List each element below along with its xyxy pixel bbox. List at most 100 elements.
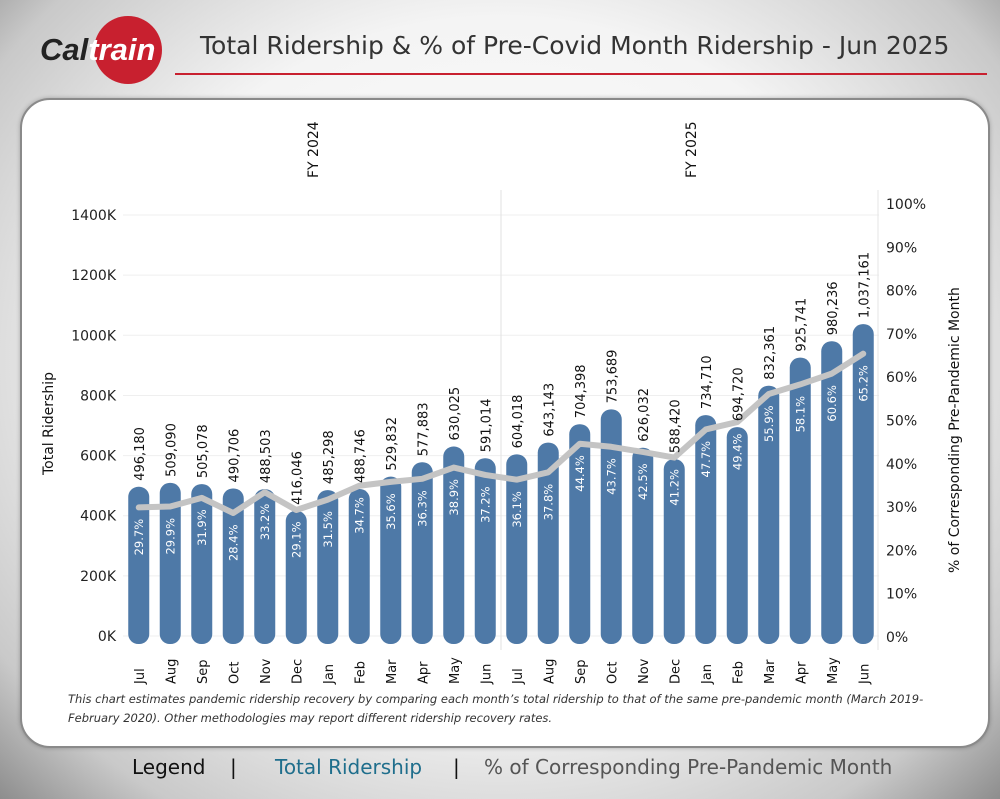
y2-tick-label: 90% (886, 240, 917, 256)
bar-value-label: 704,398 (574, 364, 589, 418)
gridlines (123, 190, 879, 650)
pct-point (766, 391, 771, 396)
pct-value-label: 47.7% (699, 441, 713, 478)
pct-point (798, 382, 803, 387)
legend-separator: | (230, 755, 237, 779)
x-tick-label: Oct (605, 662, 620, 684)
bar-value-label: 630,025 (448, 387, 463, 441)
bar (159, 482, 181, 644)
bar (632, 447, 654, 644)
y-tick-label: 1400K (71, 208, 117, 224)
bar (506, 454, 528, 644)
bar (726, 427, 748, 644)
pct-point (357, 483, 362, 488)
y-tick-label: 200K (80, 569, 117, 585)
y-tick-label: 0K (98, 629, 117, 645)
x-tick-label: Nov (259, 658, 274, 684)
x-tick-label: Jun (857, 664, 872, 685)
legend-item-total-ridership: Total Ridership (275, 755, 423, 779)
bar-value-label: 925,741 (794, 298, 809, 352)
y2-tick-label: 100% (886, 197, 926, 213)
y2-tick-label: 10% (886, 587, 917, 603)
data-labels: 496,180 509,090 505,078 490,706 488,503 416,0… (132, 252, 873, 561)
pct-point (735, 420, 740, 425)
pct-point (546, 470, 551, 475)
bar-value-label: 488,503 (259, 429, 274, 483)
bar-value-label: 753,689 (605, 350, 620, 404)
pct-point (325, 497, 330, 502)
bar (695, 415, 717, 644)
x-tick-label: May (826, 657, 841, 684)
bar-value-label: 416,046 (290, 451, 305, 505)
y2-tick-label: 0% (886, 630, 908, 646)
pct-point (861, 351, 866, 356)
pct-point (672, 455, 677, 460)
bar-value-label: 980,236 (826, 281, 841, 335)
bar-value-label: 588,420 (668, 399, 683, 453)
x-tick-label: Apr (794, 661, 809, 684)
bar-value-label: 1,037,161 (857, 252, 872, 318)
pct-value-label: 34.7% (352, 497, 366, 534)
pct-value-label: 43.7% (604, 458, 618, 495)
pct-value-label: 29.7% (132, 519, 146, 556)
pct-point (451, 465, 456, 470)
pct-value-label: 33.2% (258, 504, 272, 541)
pct-value-label: 42.5% (636, 463, 650, 500)
pct-value-label: 55.9% (762, 405, 776, 442)
x-tick-label: Aug (164, 659, 179, 684)
bar (317, 490, 339, 644)
logo-disc (94, 16, 162, 84)
bar (254, 489, 276, 644)
pct-point (514, 477, 519, 482)
pct-point (829, 371, 834, 376)
legend: Legend | Total Ridership | % of Correspo… (0, 755, 1000, 785)
pct-value-label: 60.6% (825, 385, 839, 422)
pct-value-label: 41.2% (667, 469, 681, 506)
bar (285, 510, 307, 644)
x-tick-label: Sep (574, 659, 589, 684)
x-tick-label: Oct (227, 662, 242, 684)
bar-value-label: 643,143 (542, 383, 557, 437)
pct-line (135, 350, 867, 517)
pct-point (136, 505, 141, 510)
bar (380, 476, 402, 644)
bar (821, 341, 843, 644)
x-tick-label: Nov (637, 658, 652, 684)
x-tick-label: Jun (479, 664, 494, 685)
x-tick-label: Dec (290, 659, 305, 684)
bar (443, 446, 465, 644)
x-tick-label: Feb (353, 661, 368, 684)
bar (852, 324, 874, 644)
bar-value-label: 485,298 (322, 430, 337, 484)
pct-point (609, 444, 614, 449)
pct-point (231, 511, 236, 516)
x-tick-label: Mar (385, 659, 400, 684)
pct-point (577, 441, 582, 446)
y2-tick-label: 40% (886, 457, 917, 473)
axes: 0K 200K 400K 600K 800K 1000K 1200K 1400K FY 2024… (41, 121, 963, 685)
bar (348, 489, 370, 644)
pct-value-label: 35.6% (384, 493, 398, 530)
x-tick-label: Sep (196, 659, 211, 684)
pct-value-label: 29.1% (289, 521, 303, 558)
y-tick-label: 1000K (71, 328, 117, 344)
pct-point (294, 507, 299, 512)
bar-value-label: 490,706 (227, 429, 242, 483)
pct-value-label: 28.4% (226, 524, 240, 561)
bar (222, 488, 244, 644)
pct-point (640, 449, 645, 454)
bar (411, 462, 433, 644)
x-tick-label: Aug (542, 659, 557, 684)
bar-value-label: 488,746 (353, 429, 368, 483)
bar (474, 458, 496, 644)
y2-tick-label: 70% (886, 327, 917, 343)
pct-line-path (135, 350, 867, 517)
bar (600, 409, 622, 644)
y2-axis-title: % of Corresponding Pre-Pandemic Month (947, 287, 963, 573)
legend-separator: | (453, 755, 460, 779)
bar-value-label: 577,883 (416, 402, 431, 456)
pct-value-label: 36.1% (510, 491, 524, 528)
bar-value-label: 604,018 (511, 395, 526, 449)
pct-value-label: 31.9% (195, 509, 209, 546)
